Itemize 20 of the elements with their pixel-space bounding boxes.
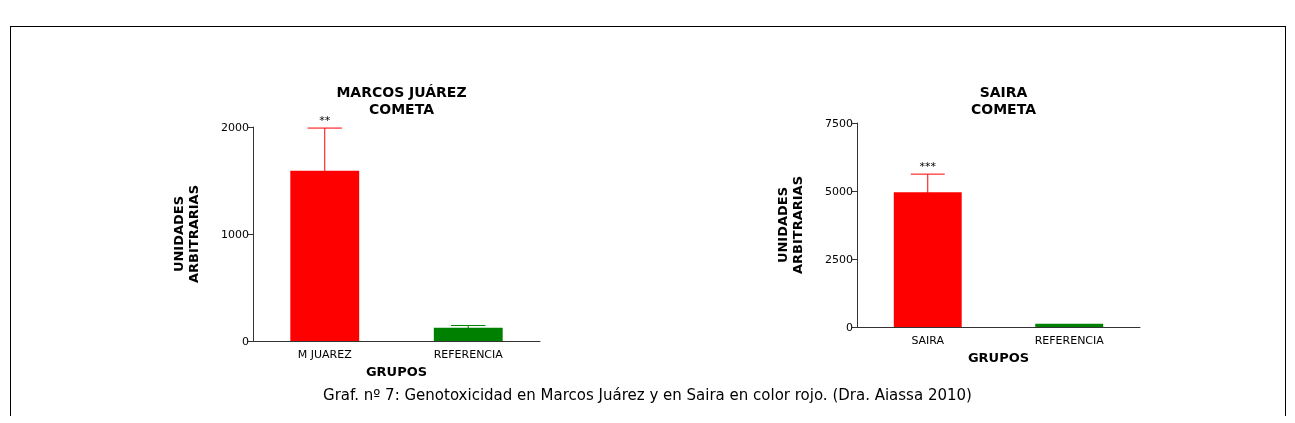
annotation: ** bbox=[319, 114, 331, 128]
y-tick-label: 7500 bbox=[825, 116, 853, 130]
y-tick-label: 2000 bbox=[221, 120, 249, 134]
y-tick-label: 2500 bbox=[825, 252, 853, 266]
x-tick-label: REFERENCIA bbox=[1034, 334, 1105, 347]
y-tick-label: 0 bbox=[846, 320, 853, 334]
x-tick-label: SAIRA bbox=[911, 334, 945, 347]
chart-title: SAIRA COMETA bbox=[971, 83, 1037, 117]
x-axis-title: GRUPOS bbox=[967, 350, 1030, 365]
x-axis-title: GRUPOS bbox=[365, 364, 428, 379]
y-tick-label: 5000 bbox=[825, 184, 853, 198]
x-tick-label: REFERENCIA bbox=[433, 348, 504, 361]
text: Graf. nº 7: Genotoxicidad en Marcos Juárez y en Saira en color rojo. (Dra. Aiassa 2010) bbox=[322, 386, 973, 404]
y-axis-title: UNIDADES ARBITRARIAS bbox=[775, 175, 805, 275]
x-tick-label: M JUAREZ bbox=[297, 348, 353, 361]
y-tick-label: 0 bbox=[242, 334, 249, 348]
y-axis-title: UNIDADES ARBITRARIAS bbox=[171, 184, 201, 284]
y-tick-label: 1000 bbox=[221, 227, 249, 241]
chart-title: MARCOS JUÁREZ COMETA bbox=[336, 83, 467, 117]
annotation: *** bbox=[919, 160, 937, 174]
